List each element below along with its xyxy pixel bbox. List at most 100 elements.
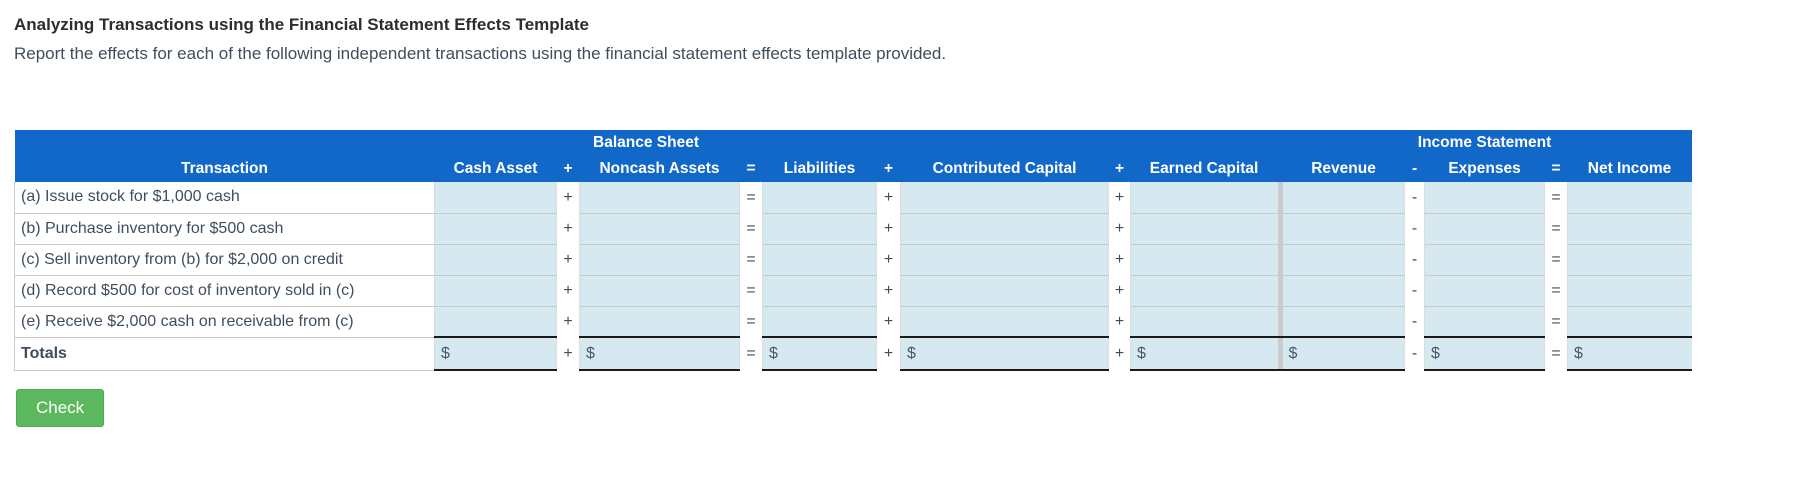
input-expenses[interactable] (1425, 275, 1545, 305)
input-total-revenue[interactable] (1297, 339, 1405, 368)
input-earned-capital[interactable] (1131, 182, 1278, 212)
cell-liabilities (762, 306, 877, 338)
cell-revenue (1282, 275, 1405, 307)
equals-operator: = (739, 337, 763, 370)
input-noncash-assets[interactable] (580, 244, 739, 274)
section-divider (1277, 336, 1283, 371)
input-contributed-capital[interactable] (901, 213, 1108, 243)
col-header-expenses: Expenses (1424, 156, 1545, 182)
input-net-income[interactable] (1568, 275, 1692, 305)
transaction-row: (e) Receive $2,000 cash on receivable fr… (14, 306, 1692, 338)
input-expenses[interactable] (1425, 244, 1545, 274)
input-expenses[interactable] (1425, 213, 1545, 243)
input-noncash-assets[interactable] (580, 182, 739, 212)
equals-operator: = (739, 275, 763, 306)
cell-earned-capital: $ (1130, 336, 1278, 371)
minus-operator: - (1404, 337, 1426, 370)
input-total-expenses[interactable] (1439, 339, 1545, 368)
input-earned-capital[interactable] (1131, 306, 1278, 336)
input-liabilities[interactable] (763, 182, 876, 212)
col-header-earned-capital: Earned Capital (1130, 156, 1278, 182)
input-cash-asset[interactable] (435, 213, 556, 243)
input-net-income[interactable] (1568, 244, 1692, 274)
input-cash-asset[interactable] (435, 275, 556, 305)
input-noncash-assets[interactable] (580, 306, 739, 336)
cell-net-income (1567, 182, 1692, 214)
input-net-income[interactable] (1568, 306, 1692, 336)
col-header-noncash-assets: Noncash Assets (579, 156, 740, 182)
input-contributed-capital[interactable] (901, 306, 1108, 336)
input-revenue[interactable] (1282, 244, 1405, 274)
cell-noncash-assets (579, 306, 740, 338)
input-revenue[interactable] (1282, 182, 1405, 212)
input-total-contributed-capital[interactable] (915, 339, 1108, 368)
plus-operator: + (556, 306, 580, 337)
section-divider (1277, 244, 1283, 276)
financial-effects-table: Balance Sheet Income Statement Transacti… (14, 130, 1692, 371)
check-button[interactable]: Check (16, 389, 105, 427)
input-contributed-capital[interactable] (901, 182, 1108, 212)
cell-liabilities (762, 244, 877, 276)
equals-operator: = (739, 213, 763, 244)
input-cash-asset[interactable] (435, 244, 556, 274)
plus-operator: + (876, 337, 901, 370)
dollar-sign: $ (586, 344, 595, 362)
cell-noncash-assets (579, 244, 740, 276)
input-contributed-capital[interactable] (901, 244, 1108, 274)
input-liabilities[interactable] (763, 306, 876, 336)
input-contributed-capital[interactable] (901, 275, 1108, 305)
plus-operator: + (876, 182, 901, 213)
income-statement-group-header: Income Statement (1277, 130, 1692, 156)
input-total-net-income[interactable] (1582, 339, 1692, 368)
cell-cash-asset: $ (434, 336, 557, 371)
equals-operator: = (1544, 244, 1569, 275)
minus-operator-header: - (1404, 156, 1425, 182)
page-title: Analyzing Transactions using the Financi… (14, 15, 589, 34)
input-liabilities[interactable] (763, 213, 876, 243)
input-net-income[interactable] (1568, 182, 1692, 212)
input-total-noncash-assets[interactable] (594, 339, 739, 368)
input-earned-capital[interactable] (1131, 275, 1278, 305)
group-header-row: Balance Sheet Income Statement (14, 130, 1692, 156)
cell-cash-asset (434, 244, 557, 276)
input-expenses[interactable] (1425, 306, 1545, 336)
input-total-cash-asset[interactable] (449, 339, 556, 368)
input-revenue[interactable] (1282, 306, 1405, 336)
input-earned-capital[interactable] (1131, 213, 1278, 243)
input-earned-capital[interactable] (1131, 244, 1278, 274)
input-liabilities[interactable] (763, 244, 876, 274)
input-revenue[interactable] (1282, 213, 1405, 243)
cell-liabilities (762, 182, 877, 214)
equals-operator-header: = (739, 156, 763, 182)
input-total-earned-capital[interactable] (1145, 339, 1278, 368)
plus-operator: + (1108, 306, 1131, 337)
input-cash-asset[interactable] (435, 306, 556, 336)
cell-net-income (1567, 213, 1692, 245)
plus-operator: + (556, 213, 580, 244)
input-noncash-assets[interactable] (580, 275, 739, 305)
input-net-income[interactable] (1568, 213, 1692, 243)
cell-net-income (1567, 244, 1692, 276)
transaction-label: (c) Sell inventory from (b) for $2,000 o… (14, 244, 435, 276)
equals-operator: = (739, 306, 763, 337)
cell-earned-capital (1130, 213, 1278, 245)
input-cash-asset[interactable] (435, 182, 556, 212)
cell-revenue (1282, 306, 1405, 338)
equals-operator: = (1544, 337, 1569, 370)
input-expenses[interactable] (1425, 182, 1545, 212)
cell-contributed-capital (900, 275, 1109, 307)
input-noncash-assets[interactable] (580, 213, 739, 243)
cell-cash-asset (434, 306, 557, 338)
cell-noncash-assets (579, 213, 740, 245)
cell-contributed-capital (900, 182, 1109, 214)
plus-operator: + (1108, 275, 1131, 306)
input-liabilities[interactable] (763, 275, 876, 305)
plus-operator: + (1108, 213, 1131, 244)
input-total-liabilities[interactable] (777, 339, 876, 368)
col-header-net-income: Net Income (1567, 156, 1692, 182)
input-revenue[interactable] (1282, 275, 1405, 305)
minus-operator: - (1404, 213, 1426, 244)
col-header-revenue: Revenue (1282, 156, 1405, 182)
section-divider (1277, 213, 1283, 245)
equals-operator: = (739, 244, 763, 275)
